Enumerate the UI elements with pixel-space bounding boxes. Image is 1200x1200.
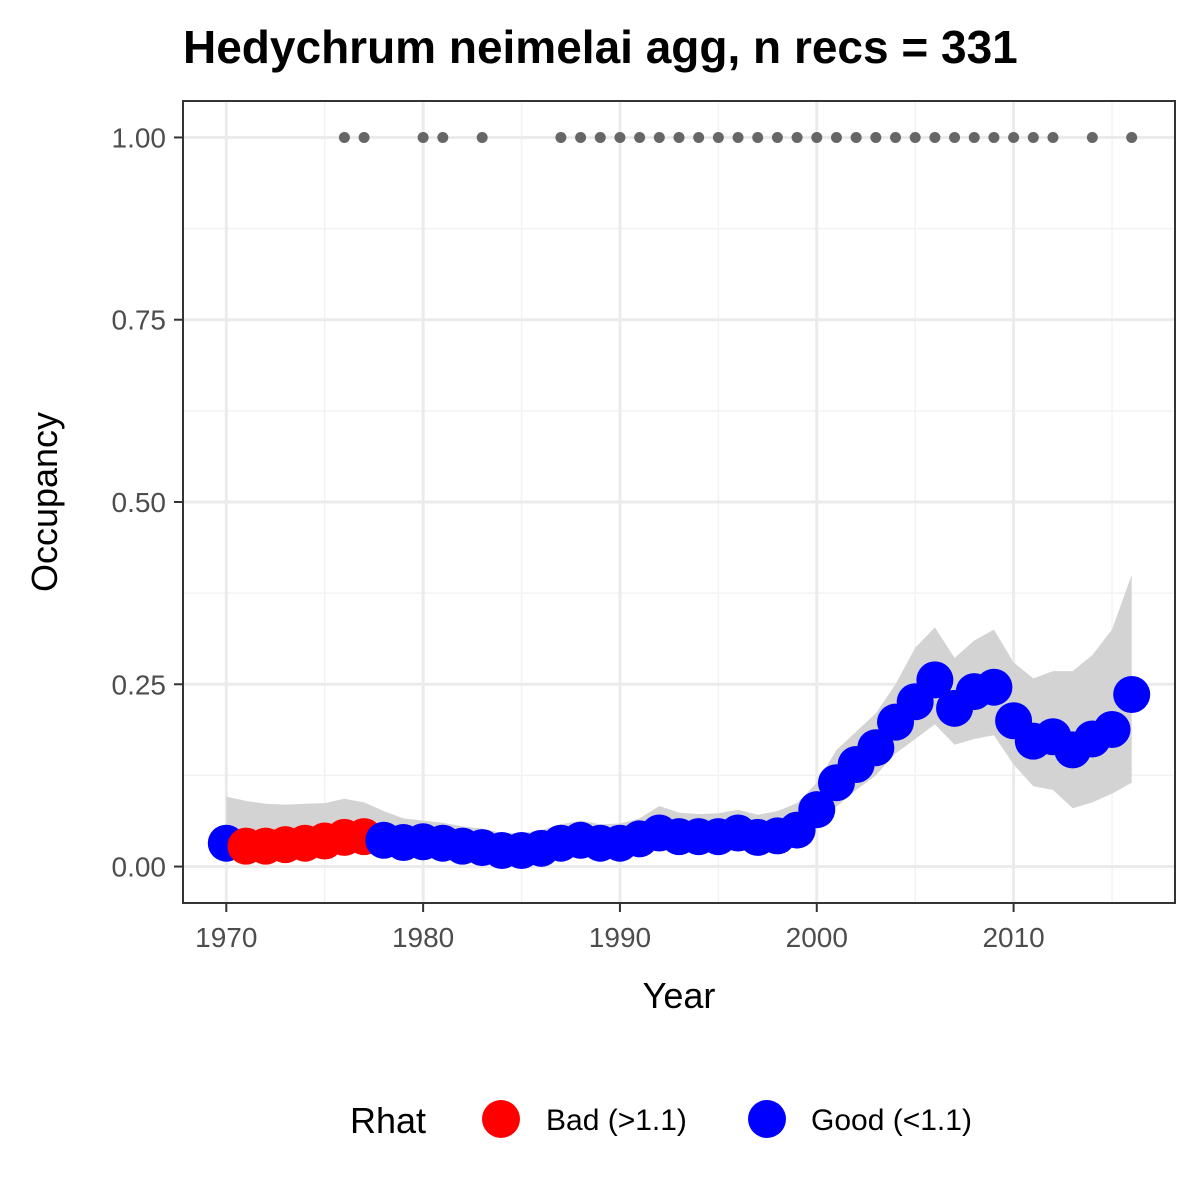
record-point: [575, 131, 587, 143]
record-point: [338, 131, 350, 143]
y-tick-label: 1.00: [112, 122, 167, 153]
record-point: [1027, 131, 1039, 143]
occupancy-point-2015: [1093, 710, 1131, 748]
record-point: [870, 131, 882, 143]
y-tick-label: 0.75: [112, 305, 167, 336]
record-point: [771, 131, 783, 143]
y-tick-label: 0.25: [112, 669, 167, 700]
record-point: [653, 131, 665, 143]
record-point: [1008, 131, 1020, 143]
occupancy-point-2003: [857, 729, 895, 767]
legend-label-good: Good (<1.1): [811, 1104, 972, 1137]
occupancy-point-2006: [916, 661, 954, 699]
legend: Rhat Bad (>1.1) Good (<1.1): [350, 1100, 972, 1141]
record-point: [1047, 131, 1059, 143]
record-point: [673, 131, 685, 143]
record-point: [417, 131, 429, 143]
record-point: [752, 131, 764, 143]
x-axis: 1970 1980 1990 2000 2010: [195, 903, 1045, 953]
record-point: [949, 131, 961, 143]
record-point: [555, 131, 567, 143]
y-axis: 0.00 0.25 0.50 0.75 1.00: [112, 122, 183, 883]
record-point: [712, 131, 724, 143]
record-point: [693, 131, 705, 143]
record-point: [634, 131, 646, 143]
y-tick-label: 0.00: [112, 852, 167, 883]
chart-title: Hedychrum neimelai agg, n recs = 331: [183, 21, 1018, 73]
x-tick-label: 1990: [589, 922, 651, 953]
x-tick-label: 1980: [392, 922, 454, 953]
occupancy-points: [207, 661, 1151, 870]
y-tick-label: 0.50: [112, 487, 167, 518]
legend-swatch-good: [748, 1100, 786, 1138]
occupancy-point-2000: [798, 791, 836, 829]
legend-swatch-bad: [482, 1100, 520, 1138]
occupancy-point-2016: [1113, 675, 1151, 713]
x-tick-label: 2000: [786, 922, 848, 953]
record-point: [890, 131, 902, 143]
record-point: [968, 131, 980, 143]
record-point: [614, 131, 626, 143]
record-point: [988, 131, 1000, 143]
record-point: [594, 131, 606, 143]
record-point: [791, 131, 803, 143]
record-point: [732, 131, 744, 143]
record-point: [830, 131, 842, 143]
record-point: [811, 131, 823, 143]
record-point: [909, 131, 921, 143]
legend-title: Rhat: [350, 1100, 426, 1141]
x-axis-title: Year: [643, 975, 716, 1016]
record-points: [338, 131, 1138, 143]
record-point: [1126, 131, 1138, 143]
record-point: [437, 131, 449, 143]
x-tick-label: 2010: [982, 922, 1044, 953]
y-axis-title: Occupancy: [24, 412, 65, 592]
legend-label-bad: Bad (>1.1): [546, 1104, 687, 1137]
record-point: [929, 131, 941, 143]
record-point: [850, 131, 862, 143]
record-point: [1086, 131, 1098, 143]
record-point: [476, 131, 488, 143]
record-point: [358, 131, 370, 143]
x-tick-label: 1970: [195, 922, 257, 953]
occupancy-point-2009: [975, 668, 1013, 706]
